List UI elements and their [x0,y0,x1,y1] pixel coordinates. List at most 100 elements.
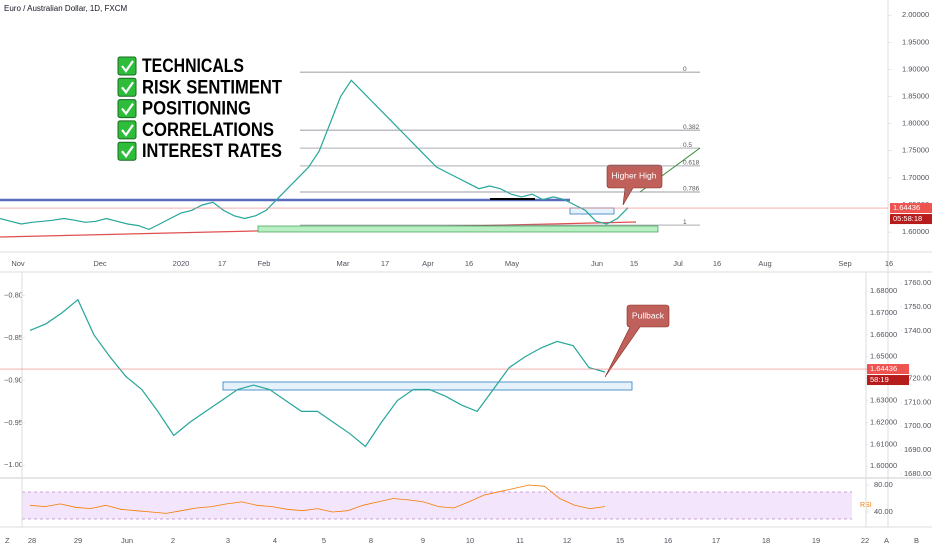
x-tick-label: 11 [516,536,524,545]
resistance-zone [222,381,633,391]
fib-label: 0 [683,66,687,73]
y-tick-label: 1760.00 [904,278,931,287]
y-tick-label: 40.00 [874,507,893,516]
x-tick-label: 22 [861,536,869,545]
y-tick-label: 1.80000 [902,119,929,128]
y-tick-label: 1.68000 [870,286,897,295]
fib-label: 0.618 [683,160,700,167]
check-box [117,56,137,76]
y-tick-label: 1.60000 [870,461,897,470]
countdown-text: 05:58:18 [893,214,922,223]
countdown-tag [890,214,932,225]
y-tick-label: −0.80 [4,290,23,299]
check-box [117,77,137,97]
x-tick-label: 16 [664,536,672,545]
x-tick-label: Dec [93,259,107,268]
y-tick-label: −0.90 [4,375,23,384]
check-mark [121,124,134,137]
check-mark [121,145,134,159]
price-line [29,484,606,514]
checklist-item: RISK SENTIMENT [142,77,282,98]
fib-label: 0.5 [683,142,692,149]
x-tick-label: 2020 [173,259,190,268]
x-tick-label: Aug [758,259,771,268]
y-tick-label: 1720.00 [904,374,931,383]
countdown-tag [867,375,909,386]
x-tick-label: 5 [322,536,326,545]
x-tick-label: May [505,259,519,268]
y-tick-label: 1.90000 [902,64,929,73]
y-tick-label: 80.00 [874,480,893,489]
checklist-item: POSITIONING [142,99,251,120]
x-tick-label: 9 [421,536,425,545]
fib-label: 1 [683,219,687,226]
x-tick-label: 15 [630,259,638,268]
x-tick-label: 2 [171,536,175,545]
price-line [0,79,629,231]
x-tick-label: 16 [713,259,721,268]
rsi-band [22,492,852,519]
fib-label: 0.786 [683,186,700,193]
fib-label: 0.382 [683,124,700,131]
chart-title: Euro / Australian Dollar, 1D, FXCM [4,4,127,13]
x-tick-label: Nov [11,259,25,268]
y-tick-label: 1.63000 [870,395,897,404]
check-mark [121,81,134,95]
x-tick-label: Jun [591,259,603,268]
x-tick-label: Feb [258,259,271,268]
x-tick-label: 19 [812,536,820,545]
checklist-item: CORRELATIONS [142,120,274,141]
y-tick-label: 1690.00 [904,445,931,454]
price-line [29,298,606,448]
x-tick-label: 17 [381,259,389,268]
x-tick-label: 17 [712,536,720,545]
callout-box [604,304,670,378]
price-tag [890,203,932,214]
y-tick-label: −0.95 [4,418,23,427]
x-tick-label: 16 [885,259,893,268]
y-tick-label: 1710.00 [904,397,931,406]
support-zone [257,225,659,233]
y-tick-label: 1.62000 [870,417,897,426]
y-tick-label: −1.00 [4,460,23,469]
callout-text: Pullback [632,310,665,320]
price-tag [867,364,909,375]
x-tick-label: Jun [121,536,133,545]
x-tick-label: Jul [673,259,683,268]
y-tick-label: 1.67000 [870,308,897,317]
x-tick-label: 12 [563,536,571,545]
x-tick-label: 3 [226,536,230,545]
x-tick-label: 17 [218,259,226,268]
x-tick-label: 15 [616,536,624,545]
x-tick-label: Mar [337,259,350,268]
checklist-item: INTEREST RATES [142,141,282,162]
toolbar-icon[interactable]: B [914,536,919,545]
y-tick-label: 1700.00 [904,421,931,430]
checklist-item: TECHNICALS [142,56,244,77]
x-tick-label: 18 [762,536,770,545]
y-tick-label: 1.70000 [902,173,929,182]
price-tag-text: 1.64436 [893,203,920,212]
y-tick-label: 1.61000 [870,439,897,448]
y-tick-label: 1.60000 [902,227,929,236]
toolbar-icon[interactable]: Z [5,536,10,545]
x-tick-label: 10 [466,536,474,545]
price-tag-text: 1.64436 [870,364,897,373]
x-tick-label: 29 [74,536,82,545]
check-mark [121,60,134,73]
x-tick-label: Apr [422,259,434,268]
x-tick-label: 28 [28,536,36,545]
callout-box [606,164,663,206]
y-tick-label: 1.65000 [870,352,897,361]
check-box [117,120,137,140]
check-box [117,141,137,161]
x-tick-label: 4 [273,536,277,545]
toolbar-icon[interactable]: A [884,536,889,545]
y-tick-label: 1740.00 [904,326,931,335]
y-tick-label: 1680.00 [904,469,931,478]
x-tick-label: 8 [369,536,373,545]
x-tick-label: Sep [838,259,851,268]
y-tick-label: 1.66000 [870,330,897,339]
